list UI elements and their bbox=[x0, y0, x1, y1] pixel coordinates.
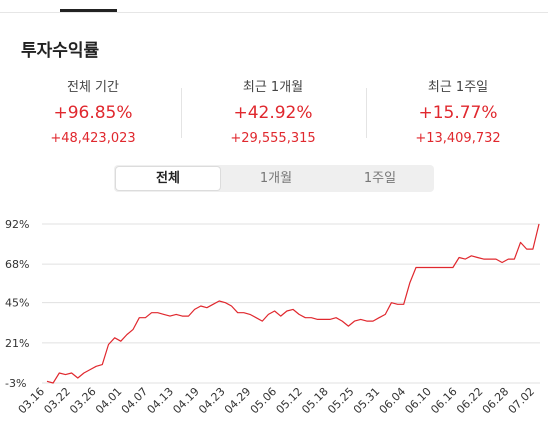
x-tick-label: 05.18 bbox=[299, 385, 330, 416]
y-tick-label: 21% bbox=[5, 337, 29, 350]
section-title: 투자수익률 bbox=[21, 41, 100, 61]
x-tick-label: 05.25 bbox=[325, 385, 356, 416]
y-tick-label: -3% bbox=[5, 377, 26, 390]
x-tick-label: 04.07 bbox=[119, 385, 150, 416]
period-week-button[interactable]: 1주일 bbox=[363, 171, 397, 186]
stat-total-period: 전체 기간 +96.85% +48,423,023 bbox=[3, 76, 183, 146]
period-month-button[interactable]: 1개월 bbox=[259, 171, 293, 186]
x-tick-label: 04.29 bbox=[222, 385, 253, 416]
stat-divider bbox=[366, 88, 367, 138]
x-tick-label: 04.01 bbox=[93, 385, 124, 416]
stat-label: 최근 1주일 bbox=[427, 80, 489, 95]
x-tick-label: 06.28 bbox=[480, 385, 511, 416]
x-tick-label: 07.02 bbox=[506, 385, 537, 416]
return-stats: 전체 기간 +96.85% +48,423,023 최근 1개월 +42.92%… bbox=[0, 76, 548, 152]
stat-percent: +96.85% bbox=[53, 103, 133, 123]
top-tab-bar bbox=[0, 0, 548, 13]
x-tick-label: 04.13 bbox=[145, 385, 176, 416]
x-tick-label: 05.06 bbox=[248, 385, 279, 416]
active-tab-indicator bbox=[60, 9, 117, 12]
stat-amount: +13,409,732 bbox=[415, 131, 501, 146]
stat-amount: +29,555,315 bbox=[230, 131, 316, 146]
stat-label: 최근 1개월 bbox=[242, 80, 304, 95]
x-tick-label: 05.31 bbox=[351, 385, 382, 416]
x-tick-label: 06.16 bbox=[428, 385, 459, 416]
y-tick-label: 92% bbox=[5, 218, 29, 231]
stat-label: 전체 기간 bbox=[67, 80, 119, 95]
series-line bbox=[46, 223, 540, 384]
stat-divider bbox=[181, 88, 182, 138]
stat-percent: +15.77% bbox=[418, 103, 498, 123]
period-selector: 전체 1개월 1주일 bbox=[114, 165, 434, 192]
return-line-chart: 92%68%45%21%-3%03.1603.2203.2604.0104.07… bbox=[5, 218, 540, 416]
x-tick-label: 06.22 bbox=[454, 385, 485, 416]
x-tick-label: 05.12 bbox=[274, 385, 305, 416]
stat-amount: +48,423,023 bbox=[50, 131, 136, 146]
x-tick-label: 03.26 bbox=[67, 385, 98, 416]
x-tick-label: 04.23 bbox=[196, 385, 227, 416]
x-tick-label: 04.19 bbox=[170, 385, 201, 416]
x-tick-label: 06.10 bbox=[402, 385, 433, 416]
stat-last-month: 최근 1개월 +42.92% +29,555,315 bbox=[183, 76, 363, 146]
period-all-button[interactable]: 전체 bbox=[116, 167, 220, 190]
x-tick-label: 06.04 bbox=[377, 385, 408, 416]
stat-percent: +42.92% bbox=[233, 103, 313, 123]
y-tick-label: 45% bbox=[5, 297, 29, 310]
stat-last-week: 최근 1주일 +15.77% +13,409,732 bbox=[368, 76, 548, 146]
x-tick-label: 03.22 bbox=[41, 385, 72, 416]
y-tick-label: 68% bbox=[5, 258, 29, 271]
